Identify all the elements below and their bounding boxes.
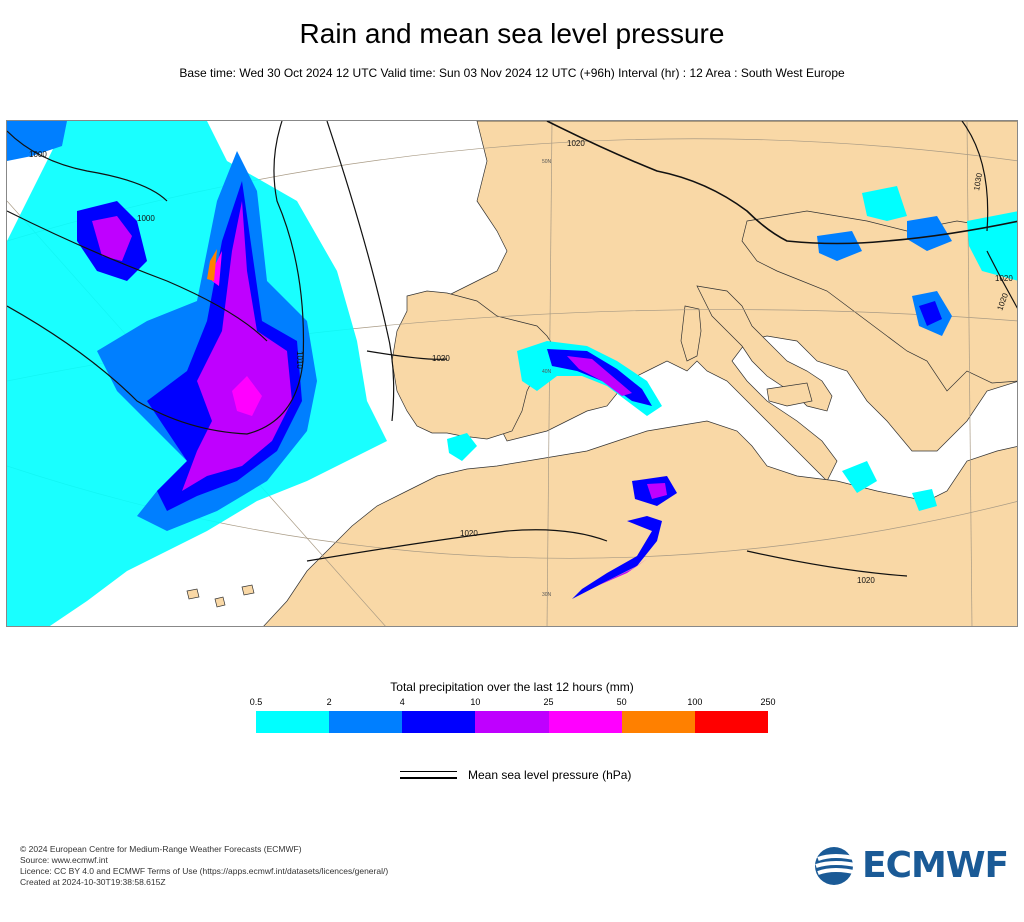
land-italy bbox=[696, 285, 833, 412]
precip-nw-corner bbox=[7, 121, 67, 161]
isobar-1000-west bbox=[7, 121, 305, 435]
legend-color-swatch bbox=[402, 711, 476, 733]
msl-line-thin bbox=[400, 771, 457, 772]
msl-label: Mean sea level pressure (hPa) bbox=[468, 768, 632, 782]
isobar-label: 1020 bbox=[995, 274, 1013, 283]
isobar-1000-north bbox=[7, 130, 168, 202]
isobar-label: 1000 bbox=[137, 214, 155, 223]
legend-color-swatch bbox=[694, 711, 768, 733]
footer-created: Created at 2024-10-30T19:38:58.615Z bbox=[20, 877, 166, 887]
legend-tick: 250 bbox=[760, 697, 776, 707]
precip-atlantic-max bbox=[212, 251, 262, 416]
isobar-label: 1030 bbox=[972, 172, 984, 192]
isobar-border-thick bbox=[546, 121, 1017, 245]
isobar-label: 1020 bbox=[460, 529, 478, 538]
legend-tick: 25 bbox=[543, 697, 554, 707]
ecmwf-logo-text: ECMWF bbox=[862, 845, 1009, 886]
ecmwf-logo: ECMWF bbox=[814, 846, 1014, 886]
precip-algeria-1c bbox=[647, 483, 667, 499]
lat-label: 40N bbox=[542, 369, 552, 375]
legend-tick: 0.5 bbox=[249, 697, 263, 707]
isobar-1010 bbox=[7, 210, 268, 342]
lat-label: 30N bbox=[542, 592, 552, 598]
legend-color-swatch bbox=[475, 711, 549, 733]
isobar-label-group: 1000 1000 1010 1020 1020 1020 1020 1020 … bbox=[29, 139, 1013, 585]
land-sardinia bbox=[680, 305, 702, 362]
isobar-1020-iberia bbox=[326, 121, 395, 422]
precip-balkans-2 bbox=[907, 216, 952, 251]
precip-atlantic-orange bbox=[207, 249, 217, 281]
isobar-label: 1020 bbox=[857, 576, 875, 585]
precip-nw-core bbox=[92, 216, 132, 261]
legend-title: Total precipitation over the last 12 hou… bbox=[390, 680, 634, 694]
map-canvas: 1000 1000 1010 1020 1020 1020 1020 1020 … bbox=[7, 121, 1017, 626]
isobar-1020-east bbox=[746, 550, 908, 577]
precip-greece-core bbox=[919, 301, 942, 326]
msl-line-thick bbox=[400, 777, 457, 779]
legend-color-swatch bbox=[621, 711, 695, 733]
legend-color-swatch bbox=[256, 711, 330, 733]
legend-tick: 4 bbox=[399, 697, 405, 707]
land-iberia bbox=[391, 290, 558, 440]
legend-tick: 100 bbox=[687, 697, 703, 707]
footer-copyright: © 2024 European Centre for Medium-Range … bbox=[20, 844, 302, 854]
footer-source: Source: www.ecmwf.int bbox=[20, 855, 108, 865]
legend-ticks: 0.5 2 4 10 25 50 100 250 bbox=[250, 697, 776, 709]
legend-tick: 10 bbox=[470, 697, 481, 707]
precip-atlantic-core bbox=[182, 201, 292, 491]
footer-licence: Licence: CC BY 4.0 and ECMWF Terms of Us… bbox=[20, 866, 389, 876]
precip-algeria-2 bbox=[572, 516, 662, 599]
precip-gibraltar bbox=[447, 433, 477, 461]
chart-title: Rain and mean sea level pressure bbox=[299, 18, 725, 49]
land-layer bbox=[186, 121, 1017, 626]
precip-balkans-3 bbox=[817, 231, 862, 261]
isobars bbox=[7, 121, 1017, 577]
lat-label: 50N bbox=[542, 159, 552, 165]
forecast-map: 1000 1000 1010 1020 1020 1020 1020 1020 … bbox=[6, 120, 1018, 627]
isobar-label: 1010 bbox=[295, 351, 304, 369]
legend-color-swatch bbox=[548, 711, 622, 733]
precip-spain-east-core bbox=[567, 356, 632, 396]
isobar-1020-ne bbox=[986, 250, 1017, 309]
lat-label-group: 50N 40N 30N bbox=[542, 159, 552, 598]
legend-tick: 2 bbox=[326, 697, 332, 707]
precip-balkans-1 bbox=[862, 186, 907, 221]
isobar-label: 1020 bbox=[432, 354, 450, 363]
legend-colorbar bbox=[256, 711, 768, 733]
ecmwf-logo-icon bbox=[815, 847, 861, 885]
land-canaries bbox=[186, 584, 255, 608]
precip-tunisia bbox=[842, 461, 937, 511]
isobar-1020-africa bbox=[306, 529, 608, 562]
land-sicily bbox=[766, 382, 813, 407]
chart-subtitle: Base time: Wed 30 Oct 2024 12 UTC Valid … bbox=[179, 66, 845, 80]
isobar-label: 1020 bbox=[567, 139, 585, 148]
legend-color-swatch bbox=[329, 711, 403, 733]
legend-tick: 50 bbox=[616, 697, 627, 707]
isobar-1020-med bbox=[366, 350, 448, 360]
isobar-label: 1000 bbox=[29, 150, 47, 159]
isobar-1030 bbox=[961, 121, 989, 232]
footer-credits: © 2024 European Centre for Medium-Range … bbox=[20, 844, 388, 888]
